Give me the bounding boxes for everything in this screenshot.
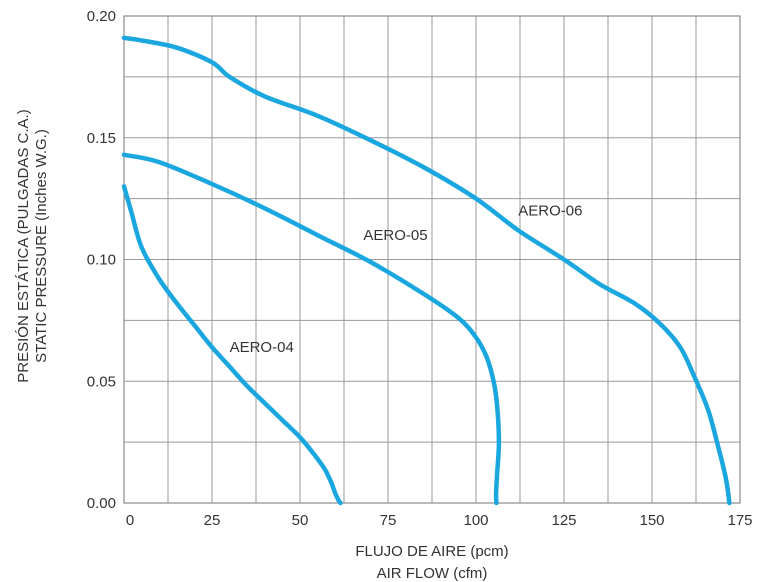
series-line-aero-05 xyxy=(121,152,502,506)
series-lines xyxy=(121,35,732,506)
x-tick-label: 100 xyxy=(463,512,488,529)
x-tick-label: 50 xyxy=(292,512,309,529)
curve-labels: AERO-04 AERO-05 AERO-06 xyxy=(230,203,583,356)
y-tick-label: 0.00 xyxy=(87,495,116,512)
y-axis-title-line-1: PRESIÓN ESTÁTICA (PULGADAS C.A.) xyxy=(15,109,32,382)
x-tick-label: 0 xyxy=(126,512,134,529)
x-tick-label: 125 xyxy=(551,512,576,529)
curve-label-aero-04: AERO-04 xyxy=(230,339,294,356)
y-tick-label: 0.05 xyxy=(87,373,116,390)
y-tick-label: 0.20 xyxy=(87,8,116,25)
series-line-aero-04 xyxy=(121,184,343,506)
y-axis-ticks: 0.00 0.05 0.10 0.15 0.20 xyxy=(87,8,116,512)
plot-frame xyxy=(123,15,741,504)
x-tick-label: 75 xyxy=(380,512,397,529)
x-tick-label: 150 xyxy=(639,512,664,529)
y-tick-label: 0.15 xyxy=(87,130,116,147)
y-tick-label: 0.10 xyxy=(87,252,116,269)
x-tick-label: 25 xyxy=(204,512,221,529)
series-line-aero-06 xyxy=(121,35,732,506)
x-tick-label: 175 xyxy=(727,512,752,529)
x-axis-title-line-2: AIR FLOW (cfm) xyxy=(377,565,488,582)
y-axis-title-line-2: STATIC PRESSURE (Inches W.G.) xyxy=(33,129,50,363)
x-axis-title-line-1: FLUJO DE AIRE (pcm) xyxy=(355,543,508,560)
x-axis-ticks: 0 25 50 75 100 125 150 175 xyxy=(126,512,753,529)
curve-label-aero-06: AERO-06 xyxy=(518,203,582,220)
grid xyxy=(124,16,740,503)
curve-label-aero-05: AERO-05 xyxy=(363,227,427,244)
